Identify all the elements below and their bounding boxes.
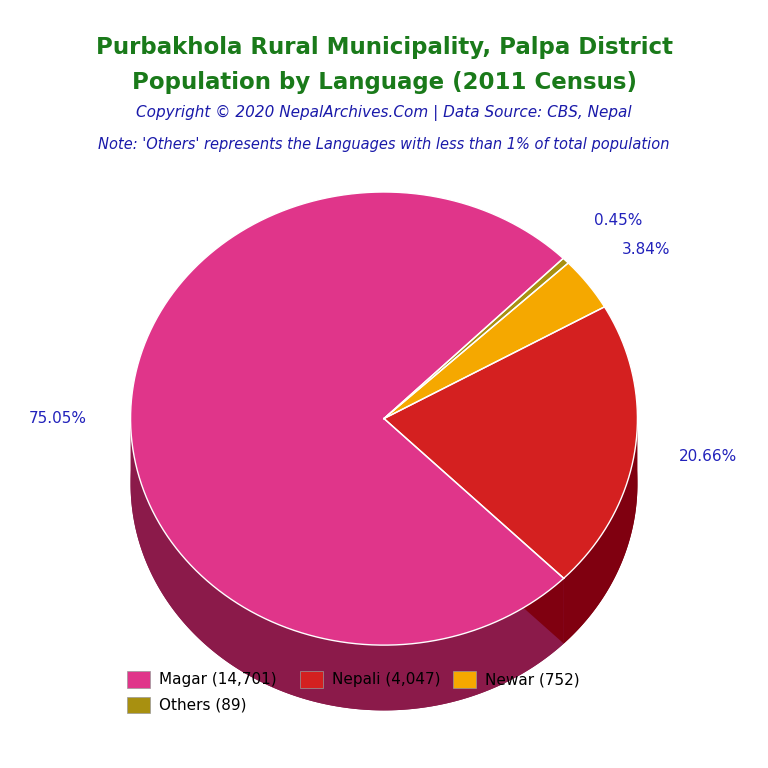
Polygon shape (384, 419, 564, 644)
Bar (127, 697, 150, 713)
Polygon shape (384, 372, 637, 644)
Polygon shape (384, 323, 568, 484)
Text: Others (89): Others (89) (159, 697, 247, 713)
Text: Newar (752): Newar (752) (485, 672, 580, 687)
Polygon shape (384, 263, 604, 419)
Text: 0.45%: 0.45% (594, 213, 642, 228)
Polygon shape (384, 419, 564, 644)
Polygon shape (131, 421, 564, 710)
Bar (453, 671, 476, 688)
Text: Purbakhola Rural Municipality, Palpa District: Purbakhola Rural Municipality, Palpa Dis… (95, 36, 673, 59)
Bar (300, 671, 323, 688)
Polygon shape (384, 258, 568, 419)
Text: Nepali (4,047): Nepali (4,047) (332, 672, 440, 687)
Text: Population by Language (2011 Census): Population by Language (2011 Census) (131, 71, 637, 94)
Text: 20.66%: 20.66% (678, 449, 737, 464)
Polygon shape (131, 257, 564, 710)
Polygon shape (384, 328, 604, 484)
Text: Magar (14,701): Magar (14,701) (159, 672, 276, 687)
Polygon shape (384, 307, 637, 578)
Bar (127, 671, 150, 688)
Polygon shape (564, 419, 637, 644)
Text: Note: 'Others' represents the Languages with less than 1% of total population: Note: 'Others' represents the Languages … (98, 137, 670, 152)
Text: Copyright © 2020 NepalArchives.Com | Data Source: CBS, Nepal: Copyright © 2020 NepalArchives.Com | Dat… (136, 105, 632, 121)
Text: 3.84%: 3.84% (622, 242, 670, 257)
Polygon shape (131, 192, 564, 645)
Text: 75.05%: 75.05% (28, 412, 87, 426)
